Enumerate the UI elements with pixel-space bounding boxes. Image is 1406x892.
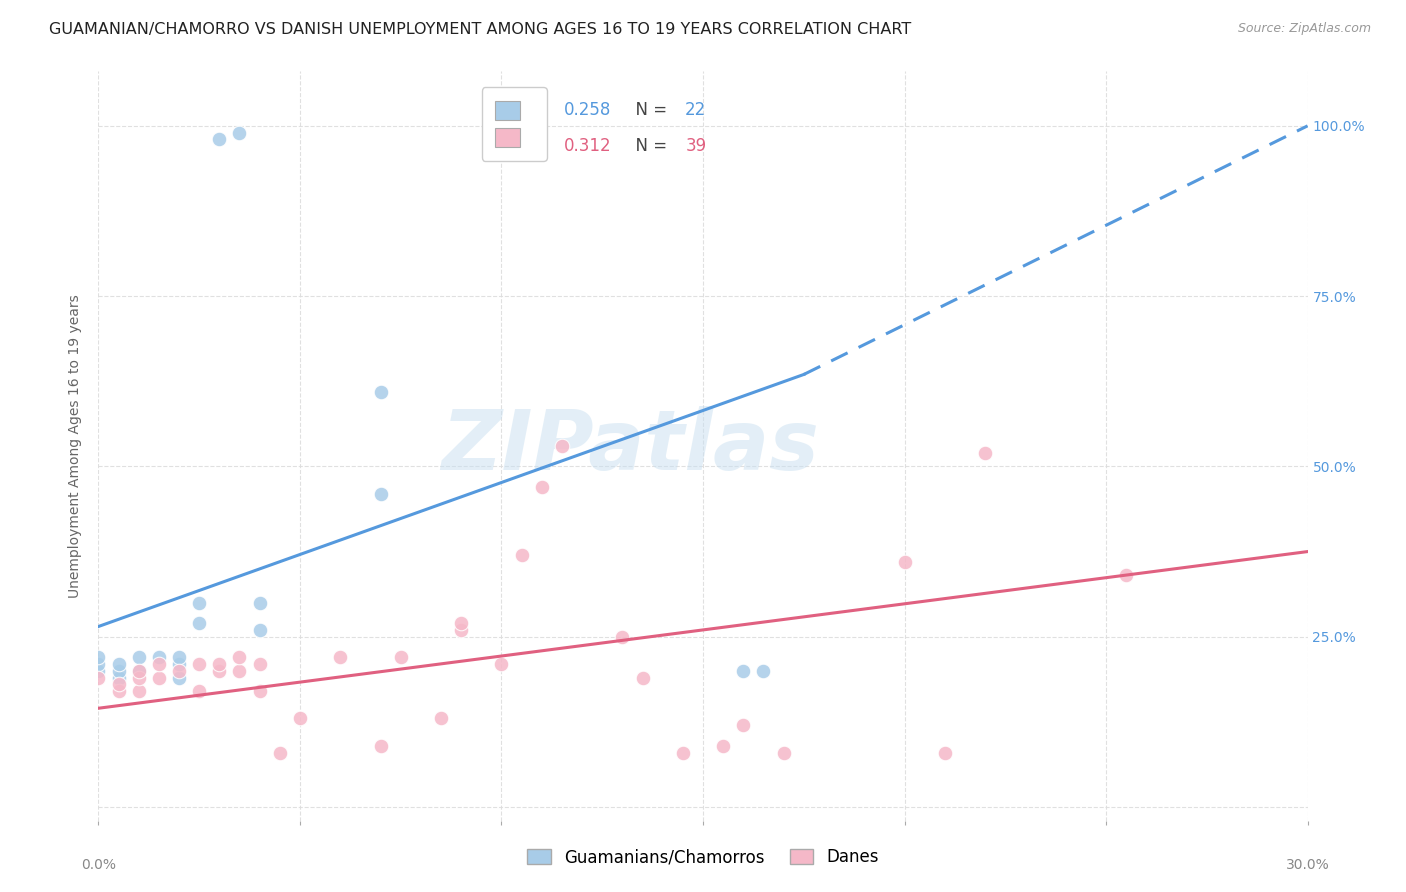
Point — [167, 664, 190, 678]
Point — [128, 664, 150, 678]
Point — [87, 650, 110, 665]
Point — [107, 657, 129, 671]
Text: 39: 39 — [685, 136, 706, 154]
Point — [450, 623, 472, 637]
Point — [752, 664, 775, 678]
Point — [934, 746, 956, 760]
Point — [167, 650, 190, 665]
Point — [107, 677, 129, 691]
Point — [208, 657, 231, 671]
Point — [893, 555, 915, 569]
Point — [167, 671, 190, 685]
Point — [370, 739, 392, 753]
Point — [107, 684, 129, 698]
Point — [188, 657, 211, 671]
Text: N =: N = — [624, 102, 672, 120]
Point — [389, 650, 412, 665]
Point — [491, 657, 513, 671]
Point — [329, 650, 352, 665]
Point — [167, 657, 190, 671]
Text: R =: R = — [510, 136, 546, 154]
Point — [107, 664, 129, 678]
Point — [249, 684, 271, 698]
Text: Source: ZipAtlas.com: Source: ZipAtlas.com — [1237, 22, 1371, 36]
Point — [228, 664, 250, 678]
Text: 22: 22 — [685, 102, 706, 120]
Point — [188, 616, 211, 631]
Point — [228, 126, 250, 140]
Point — [510, 548, 533, 562]
Legend: , : , — [482, 87, 547, 161]
Point — [107, 671, 129, 685]
Point — [269, 746, 291, 760]
Point — [733, 718, 755, 732]
Point — [87, 664, 110, 678]
Point — [128, 684, 150, 698]
Point — [430, 711, 453, 725]
Point — [148, 650, 170, 665]
Point — [772, 746, 794, 760]
Text: GUAMANIAN/CHAMORRO VS DANISH UNEMPLOYMENT AMONG AGES 16 TO 19 YEARS CORRELATION : GUAMANIAN/CHAMORRO VS DANISH UNEMPLOYMEN… — [49, 22, 911, 37]
Point — [370, 486, 392, 500]
Point — [188, 684, 211, 698]
Text: 0.0%: 0.0% — [82, 858, 115, 872]
Point — [974, 446, 997, 460]
Text: 30.0%: 30.0% — [1285, 858, 1330, 872]
Point — [672, 746, 695, 760]
Point — [208, 132, 231, 146]
Point — [128, 664, 150, 678]
Point — [188, 596, 211, 610]
Point — [631, 671, 654, 685]
Point — [128, 671, 150, 685]
Point — [551, 439, 574, 453]
Point — [1115, 568, 1137, 582]
Point — [530, 480, 553, 494]
Point — [249, 596, 271, 610]
Point — [733, 664, 755, 678]
Point — [87, 671, 110, 685]
Point — [87, 657, 110, 671]
Point — [249, 623, 271, 637]
Point — [612, 630, 634, 644]
Point — [450, 616, 472, 631]
Point — [128, 650, 150, 665]
Y-axis label: Unemployment Among Ages 16 to 19 years: Unemployment Among Ages 16 to 19 years — [69, 294, 83, 598]
Text: 0.312: 0.312 — [564, 136, 612, 154]
Text: R =: R = — [510, 102, 546, 120]
Point — [288, 711, 311, 725]
Point — [228, 650, 250, 665]
Text: 0.258: 0.258 — [564, 102, 612, 120]
Legend: Guamanians/Chamorros, Danes: Guamanians/Chamorros, Danes — [519, 840, 887, 875]
Point — [208, 664, 231, 678]
Point — [148, 657, 170, 671]
Point — [249, 657, 271, 671]
Text: N =: N = — [624, 136, 672, 154]
Point — [711, 739, 734, 753]
Point — [148, 671, 170, 685]
Point — [370, 384, 392, 399]
Text: ZIPatlas: ZIPatlas — [441, 406, 820, 486]
